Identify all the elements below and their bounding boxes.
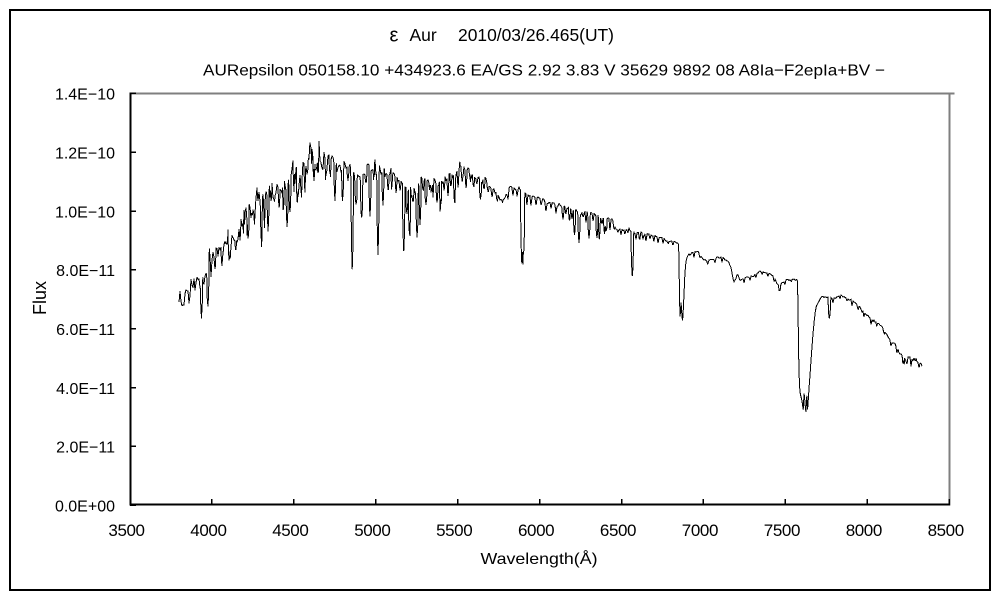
- svg-text:1.2E−10: 1.2E−10: [55, 145, 115, 162]
- svg-text:1.4E−10: 1.4E−10: [55, 87, 115, 104]
- svg-text:5000: 5000: [354, 521, 390, 540]
- svg-text:6500: 6500: [600, 521, 636, 540]
- svg-text:Flux: Flux: [30, 281, 50, 315]
- svg-text:7500: 7500: [764, 521, 800, 540]
- svg-text:6.0E−11: 6.0E−11: [56, 322, 115, 339]
- svg-text:Aur: Aur: [410, 25, 437, 45]
- svg-text:4.0E−11: 4.0E−11: [56, 381, 115, 398]
- svg-text:Wavelength(Å): Wavelength(Å): [481, 549, 598, 568]
- svg-text:5500: 5500: [436, 521, 472, 540]
- svg-text:4500: 4500: [272, 521, 308, 540]
- svg-text:1.0E−10: 1.0E−10: [55, 204, 115, 221]
- svg-text:2.0E−11: 2.0E−11: [56, 440, 115, 457]
- svg-text:AURepsilon 050158.10 +434923.6: AURepsilon 050158.10 +434923.6 EA/GS 2.9…: [203, 63, 885, 80]
- svg-text:8000: 8000: [846, 521, 882, 540]
- svg-text:ε: ε: [390, 25, 399, 47]
- svg-text:8500: 8500: [928, 521, 964, 540]
- svg-text:6000: 6000: [518, 521, 554, 540]
- svg-text:3500: 3500: [108, 521, 144, 540]
- svg-text:4000: 4000: [190, 521, 226, 540]
- svg-text:2010/03/26.465(UT): 2010/03/26.465(UT): [458, 25, 614, 45]
- svg-text:7000: 7000: [682, 521, 718, 540]
- svg-text:0.0E+00: 0.0E+00: [55, 499, 115, 516]
- svg-text:8.0E−11: 8.0E−11: [56, 263, 115, 280]
